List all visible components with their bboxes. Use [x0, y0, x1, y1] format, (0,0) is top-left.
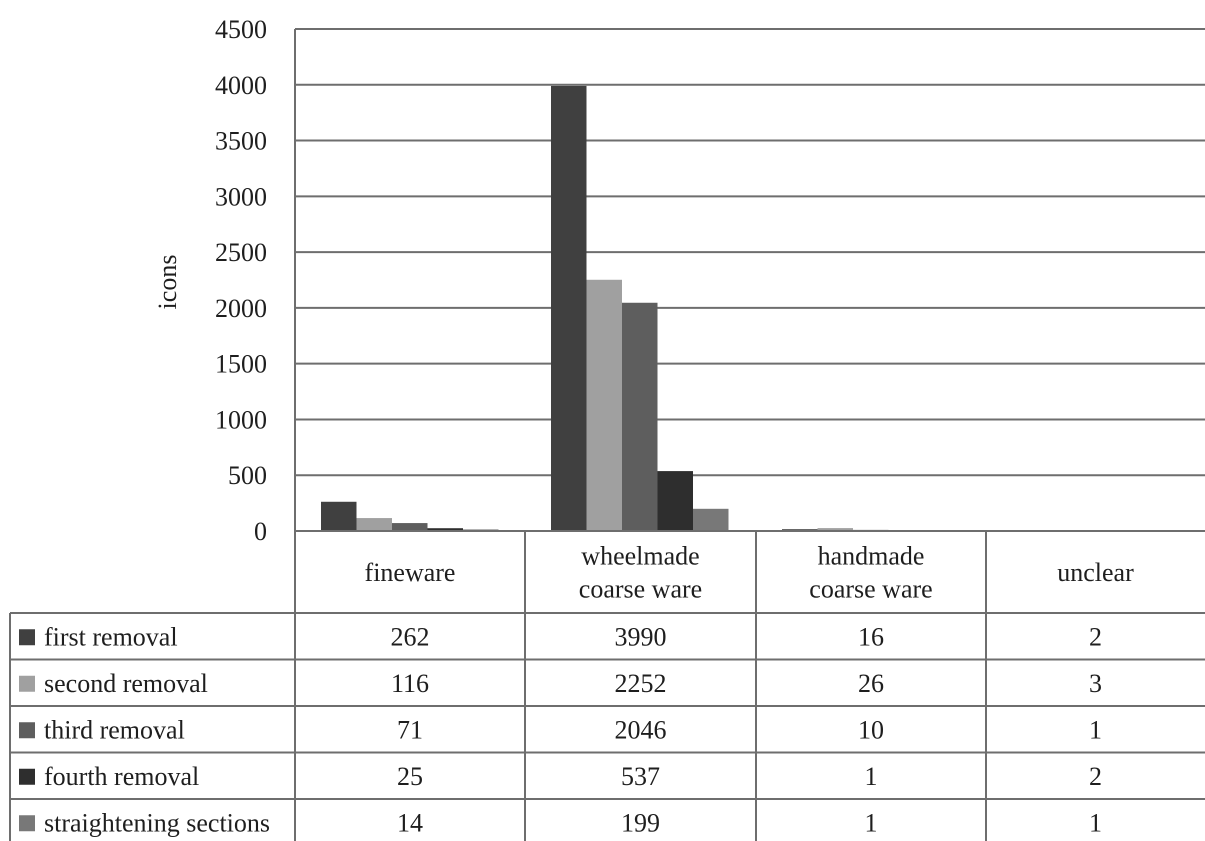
- data-table: fineware wheelmade coarse ware handmade coar…: [9, 531, 1205, 841]
- legend-label: second removal: [44, 669, 208, 698]
- table-value: 262: [391, 622, 430, 651]
- gridlines: [295, 28, 1205, 477]
- legend-label: third removal: [44, 715, 185, 744]
- category-label: coarse ware: [579, 575, 702, 604]
- category-label: fineware: [365, 558, 456, 587]
- bar: [622, 302, 658, 531]
- legend-label: straightening sections: [44, 808, 270, 837]
- category-label: wheelmade: [581, 542, 699, 571]
- y-tick-label: 0: [254, 517, 267, 546]
- table-value: 1: [865, 762, 878, 791]
- bar: [657, 471, 693, 531]
- bar: [356, 518, 392, 531]
- table-value: 116: [391, 669, 429, 698]
- y-tick-label: 4500: [215, 15, 267, 44]
- legend-swatch: [19, 629, 35, 646]
- table-value: 10: [858, 715, 884, 744]
- legend-label: fourth removal: [44, 762, 199, 791]
- table-value: 1: [1089, 808, 1102, 837]
- table-value: 2252: [615, 669, 667, 698]
- y-tick-label: 500: [228, 461, 267, 490]
- table-value: 2046: [615, 715, 667, 744]
- table-value: 1: [1089, 715, 1102, 744]
- y-tick-label: 2500: [215, 238, 267, 267]
- table-value: 1: [865, 808, 878, 837]
- table-value: 3: [1089, 669, 1102, 698]
- legend-label: first removal: [44, 622, 178, 651]
- bar: [551, 85, 587, 531]
- bar: [586, 279, 622, 531]
- table-value: 3990: [615, 622, 667, 651]
- bars: [321, 85, 1190, 531]
- y-tick-label: 3500: [215, 127, 267, 156]
- category-label: coarse ware: [809, 575, 932, 604]
- category-label: handmade: [818, 542, 925, 571]
- y-tick-labels: 0 500 1000 1500 2000 2500 3000 3500 4000 4500: [215, 15, 267, 546]
- table-value: 537: [621, 762, 660, 791]
- bar: [392, 523, 428, 531]
- y-tick-label: 1500: [215, 350, 267, 379]
- y-tick-label: 4000: [215, 71, 267, 100]
- table-value: 16: [858, 622, 884, 651]
- category-label: unclear: [1057, 558, 1134, 587]
- plot-frame: [294, 29, 1205, 532]
- table-value: 71: [397, 715, 423, 744]
- table-value: 14: [397, 808, 423, 837]
- bar: [693, 508, 729, 531]
- table-value: 26: [858, 669, 884, 698]
- legend-swatch: [19, 768, 35, 785]
- bar: [427, 528, 463, 531]
- bar: [817, 528, 853, 531]
- legend-swatch: [19, 675, 35, 692]
- y-axis-label: icons: [153, 255, 182, 310]
- table-value: 2: [1089, 762, 1102, 791]
- y-tick-label: 3000: [215, 182, 267, 211]
- table-value: 25: [397, 762, 423, 791]
- y-tick-label: 2000: [215, 294, 267, 323]
- y-tick-label: 1000: [215, 405, 267, 434]
- bar: [321, 501, 357, 531]
- table-value: 199: [621, 808, 660, 837]
- legend-swatch: [19, 815, 35, 832]
- legend-swatch: [19, 722, 35, 739]
- table-value: 2: [1089, 622, 1102, 651]
